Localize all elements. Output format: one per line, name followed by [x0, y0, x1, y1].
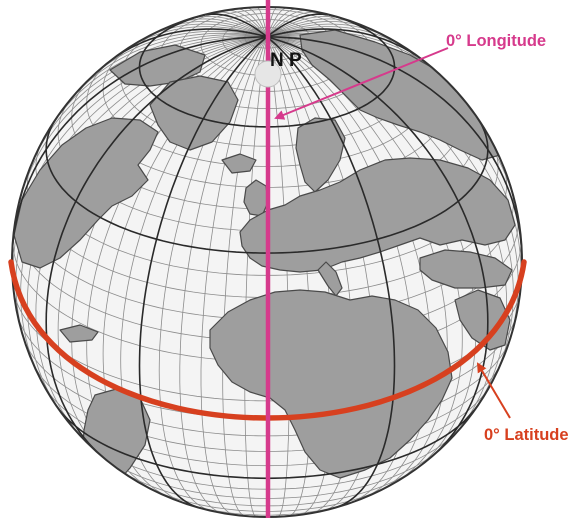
fine-meridian — [226, 9, 268, 38]
major-meridian — [266, 13, 331, 38]
longitude-label: 0° Longitude — [446, 32, 546, 50]
iceland-landmass — [221, 153, 257, 174]
north-pole-marker — [254, 60, 282, 88]
major-meridian — [45, 36, 268, 458]
fine-meridian — [266, 8, 298, 38]
fine-meridian — [189, 15, 268, 38]
northern-asia-landmass — [299, 29, 501, 161]
fine-meridian — [236, 8, 268, 38]
fine-meridian — [67, 32, 268, 103]
africa-landmass — [209, 289, 453, 479]
fine-meridian — [266, 7, 288, 37]
major-meridian — [107, 28, 268, 64]
caribbean-islands — [59, 324, 99, 343]
longitude-pointer-arrow — [274, 47, 449, 120]
british-isles-landmass — [243, 179, 269, 217]
north-america-landmass — [13, 117, 159, 269]
fine-meridian — [266, 15, 345, 38]
north-pole-label: N P — [270, 50, 302, 71]
major-meridian — [138, 36, 268, 509]
latitude-pointer-arrow — [476, 362, 511, 419]
major-meridian — [12, 36, 268, 263]
major-meridian — [203, 13, 268, 38]
italy-landmass — [317, 261, 343, 297]
fine-meridian — [246, 7, 268, 37]
europe-landmass — [239, 157, 516, 273]
fine-meridian — [266, 23, 388, 38]
arctic-islands — [109, 44, 206, 87]
greenland-landmass — [149, 75, 239, 151]
fine-meridian — [146, 23, 268, 38]
middle-east-landmass — [419, 249, 513, 289]
major-meridian — [266, 28, 427, 64]
major-meridian — [266, 36, 522, 263]
major-meridian — [266, 36, 489, 458]
fine-meridian — [266, 9, 308, 38]
latitude-label: 0° Latitude — [484, 426, 569, 444]
